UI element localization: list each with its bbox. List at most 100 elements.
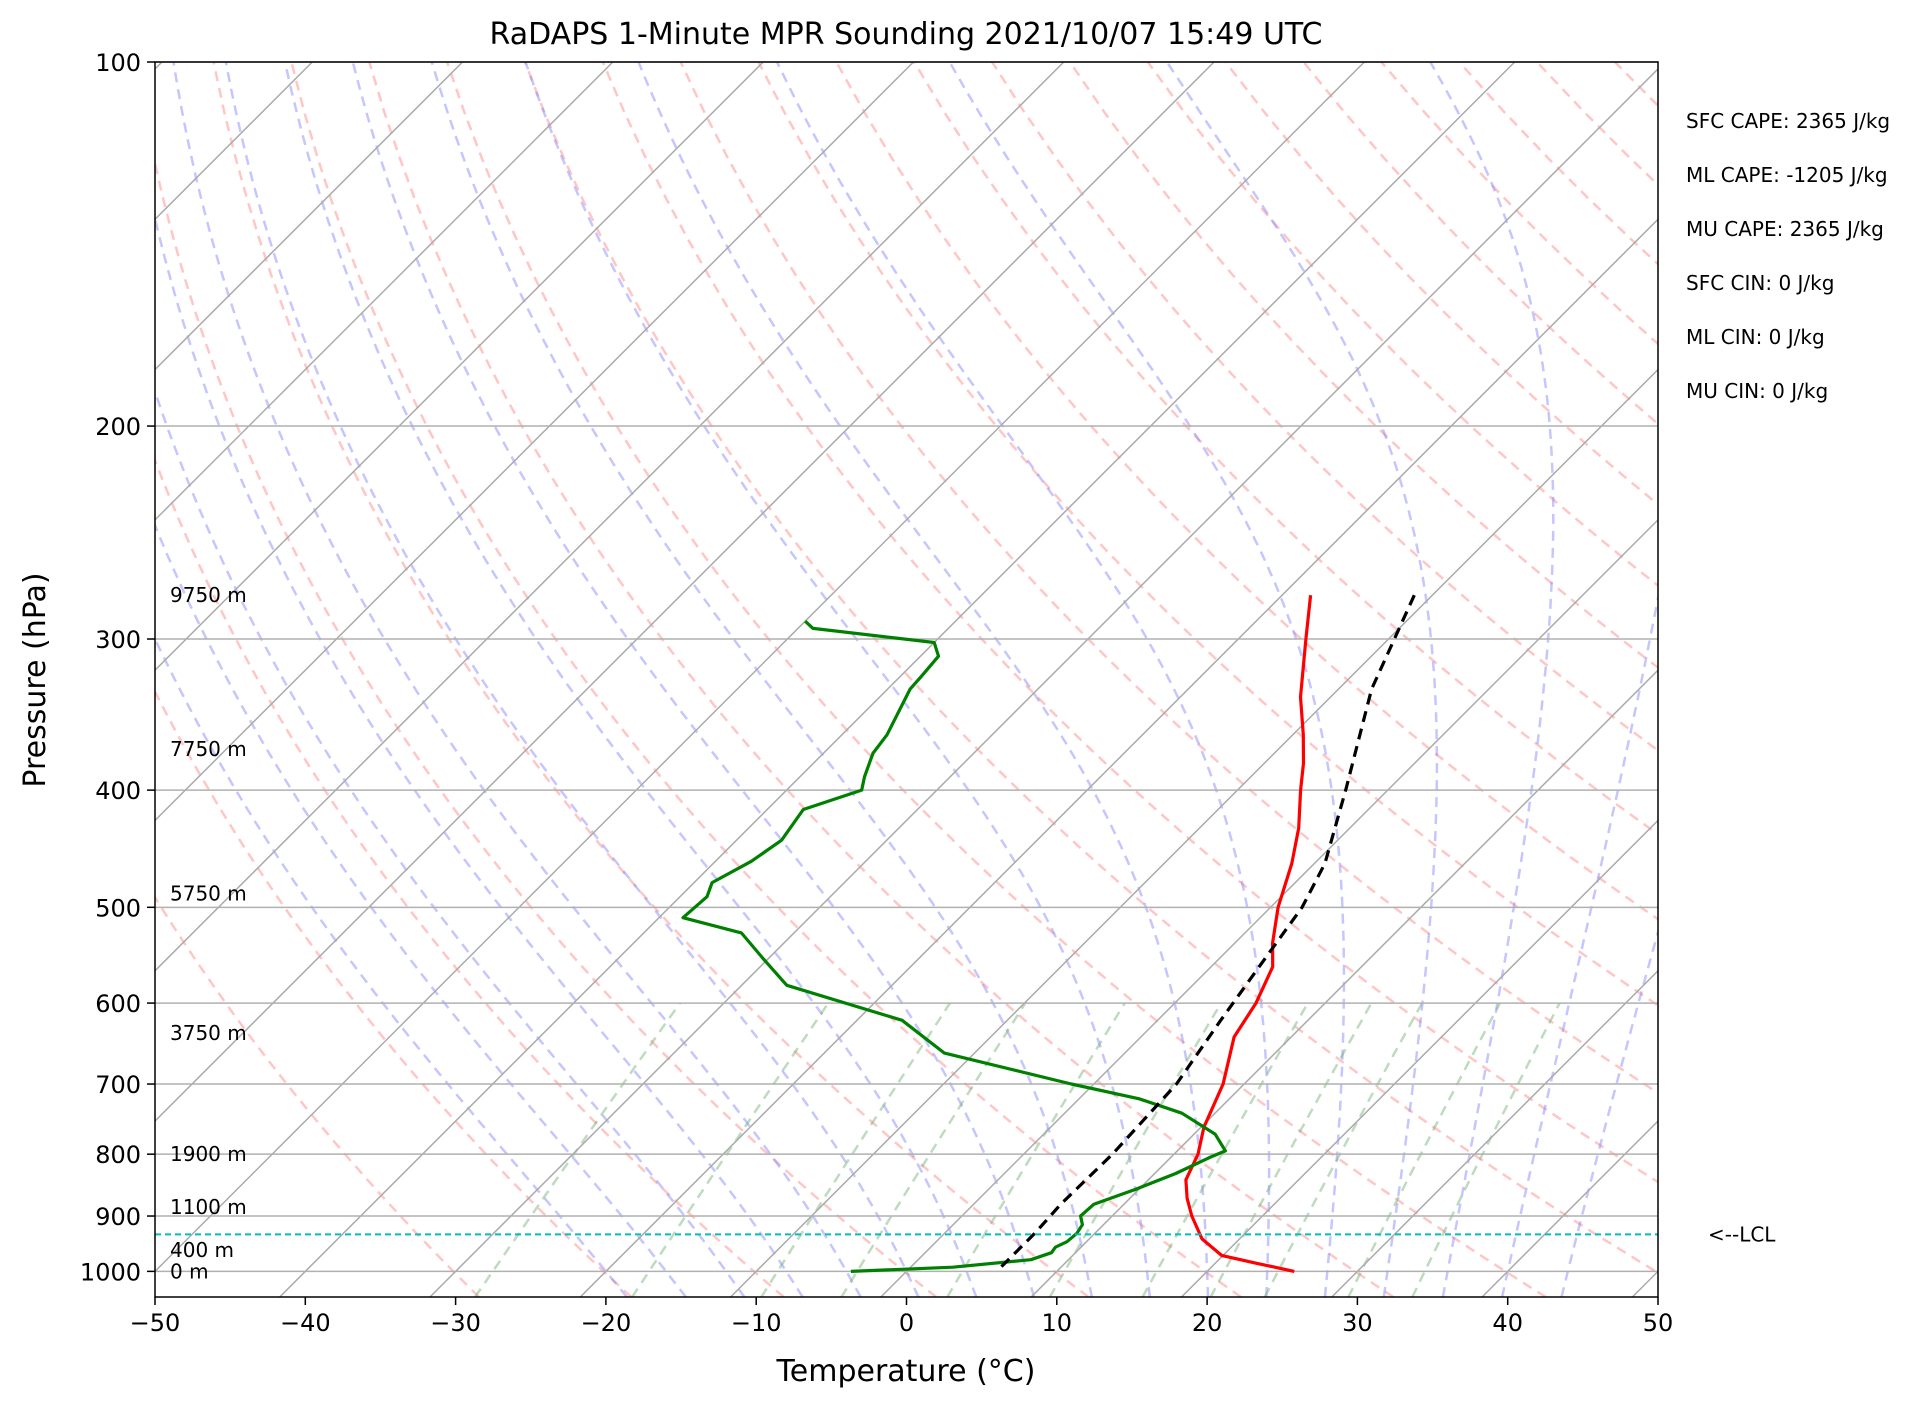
index-label: ML CAPE: -1205 J/kg bbox=[1686, 163, 1888, 187]
dry-adiabat bbox=[913, 62, 1658, 836]
parcel-line bbox=[995, 594, 1416, 1273]
moist-adiabat bbox=[775, 62, 1271, 1297]
dry-adiabat bbox=[155, 158, 937, 1297]
isotherm bbox=[429, 67, 1658, 1297]
dry-adiabat bbox=[445, 62, 1547, 1297]
isotherm bbox=[730, 368, 1658, 1297]
x-axis: −50 −40 −30 −20 −10 0 10 20 30 40 50 bbox=[130, 1297, 1674, 1337]
dry-adiabat bbox=[212, 62, 1090, 1297]
x-tick-label: 30 bbox=[1342, 1309, 1373, 1337]
isotherm bbox=[880, 518, 1658, 1297]
y-axis: 100 200 300 400 500 600 700 800 900 1000 bbox=[80, 49, 155, 1286]
height-label: 9750 m bbox=[170, 583, 247, 607]
dry-adiabat bbox=[601, 62, 1658, 1184]
background-lines bbox=[155, 62, 1658, 1297]
x-tick-label: −10 bbox=[731, 1309, 782, 1337]
height-label: 0 m bbox=[170, 1259, 209, 1283]
height-label: 5750 m bbox=[170, 881, 247, 905]
dry-adiabat bbox=[679, 62, 1658, 1095]
chart-title: RaDAPS 1-Minute MPR Sounding 2021/10/07 … bbox=[490, 17, 1323, 52]
x-tick-label: −40 bbox=[280, 1309, 331, 1337]
mixing-ratio-line bbox=[1347, 1002, 1502, 1297]
isotherm bbox=[155, 62, 915, 822]
series-layer bbox=[681, 594, 1416, 1273]
height-label: 7750 m bbox=[170, 737, 247, 761]
mixing-ratio-line bbox=[1141, 1002, 1309, 1297]
isotherm bbox=[155, 62, 764, 672]
y-tick-label: 1000 bbox=[80, 1258, 141, 1286]
height-label: 3750 m bbox=[170, 1021, 247, 1045]
moist-adiabat bbox=[224, 62, 920, 1297]
mixing-ratio-line bbox=[1263, 1002, 1424, 1297]
x-tick-label: 40 bbox=[1492, 1309, 1523, 1337]
y-tick-label: 500 bbox=[95, 894, 141, 922]
dewpoint-line bbox=[681, 620, 1227, 1273]
dry-adiabat bbox=[155, 456, 785, 1297]
temperature-line bbox=[1184, 595, 1313, 1273]
index-label: MU CAPE: 2365 J/kg bbox=[1686, 217, 1884, 241]
dry-adiabat bbox=[1068, 62, 1658, 670]
isotherm bbox=[155, 62, 614, 521]
isotherm bbox=[279, 62, 1516, 1297]
moist-adiabat bbox=[1165, 62, 1439, 1297]
isotherm bbox=[155, 62, 1365, 1273]
moist-adiabat bbox=[172, 62, 862, 1297]
isotherm bbox=[1331, 969, 1658, 1297]
lcl-label: <--LCL bbox=[1708, 1222, 1776, 1246]
x-tick-label: −50 bbox=[130, 1309, 181, 1337]
isotherm bbox=[155, 62, 464, 371]
x-tick-label: 0 bbox=[899, 1309, 914, 1337]
mixing-ratio-line bbox=[840, 1002, 1027, 1297]
index-label: SFC CAPE: 2365 J/kg bbox=[1686, 109, 1890, 133]
isotherm bbox=[155, 62, 1215, 1123]
mixing-ratio-line bbox=[474, 1002, 681, 1297]
x-tick-label: 50 bbox=[1643, 1309, 1674, 1337]
height-labels: 9750 m 7750 m 5750 m 3750 m 1900 m 1100 m 400 … bbox=[170, 583, 247, 1283]
isotherm bbox=[1180, 819, 1658, 1297]
index-label: SFC CIN: 0 J/kg bbox=[1686, 271, 1834, 295]
moist-adiabat bbox=[1500, 591, 1658, 1297]
y-tick-label: 200 bbox=[95, 413, 141, 441]
moist-adiabat bbox=[948, 62, 1346, 1297]
moist-adiabat bbox=[155, 522, 687, 1297]
moist-adiabat bbox=[1428, 62, 1555, 1297]
dry-adiabat bbox=[290, 62, 1242, 1297]
moist-adiabat bbox=[430, 62, 1094, 1297]
moist-adiabat bbox=[155, 387, 746, 1297]
index-label: ML CIN: 0 J/kg bbox=[1686, 325, 1825, 349]
x-tick-label: −30 bbox=[430, 1309, 481, 1337]
dry-adiabat bbox=[523, 62, 1658, 1275]
height-label: 1100 m bbox=[170, 1195, 247, 1219]
mixing-ratio-line bbox=[1209, 1002, 1373, 1297]
isotherm bbox=[1030, 669, 1658, 1297]
index-label: MU CIN: 0 J/kg bbox=[1686, 379, 1828, 403]
mixing-ratio-line bbox=[631, 1002, 830, 1297]
x-axis-label: Temperature (°C) bbox=[776, 1354, 1036, 1389]
isotherm bbox=[579, 218, 1658, 1297]
moist-adiabat bbox=[637, 62, 1210, 1297]
x-tick-label: −20 bbox=[581, 1309, 632, 1337]
moist-adiabat bbox=[155, 636, 628, 1297]
moist-adiabat bbox=[283, 62, 978, 1297]
y-tick-label: 100 bbox=[95, 49, 141, 77]
y-axis-label: Pressure (hPa) bbox=[18, 572, 53, 787]
dry-adiabat bbox=[757, 62, 1658, 1007]
y-tick-label: 800 bbox=[95, 1141, 141, 1169]
dry-adiabat bbox=[155, 689, 633, 1297]
mixing-ratio-line bbox=[1411, 1002, 1561, 1297]
height-label: 400 m bbox=[170, 1238, 234, 1262]
y-tick-label: 400 bbox=[95, 777, 141, 805]
y-tick-label: 600 bbox=[95, 990, 141, 1018]
moist-adiabat bbox=[155, 213, 804, 1297]
y-tick-label: 700 bbox=[95, 1071, 141, 1099]
height-label: 1900 m bbox=[170, 1142, 247, 1166]
isotherm bbox=[155, 62, 1065, 972]
mixing-ratio-line bbox=[760, 1002, 952, 1297]
dry-adiabat bbox=[155, 894, 480, 1297]
x-tick-label: 20 bbox=[1192, 1309, 1223, 1337]
y-tick-label: 900 bbox=[95, 1203, 141, 1231]
stability-indices: SFC CAPE: 2365 J/kg ML CAPE: -1205 J/kg MU… bbox=[1686, 109, 1890, 403]
x-tick-label: 10 bbox=[1042, 1309, 1073, 1337]
